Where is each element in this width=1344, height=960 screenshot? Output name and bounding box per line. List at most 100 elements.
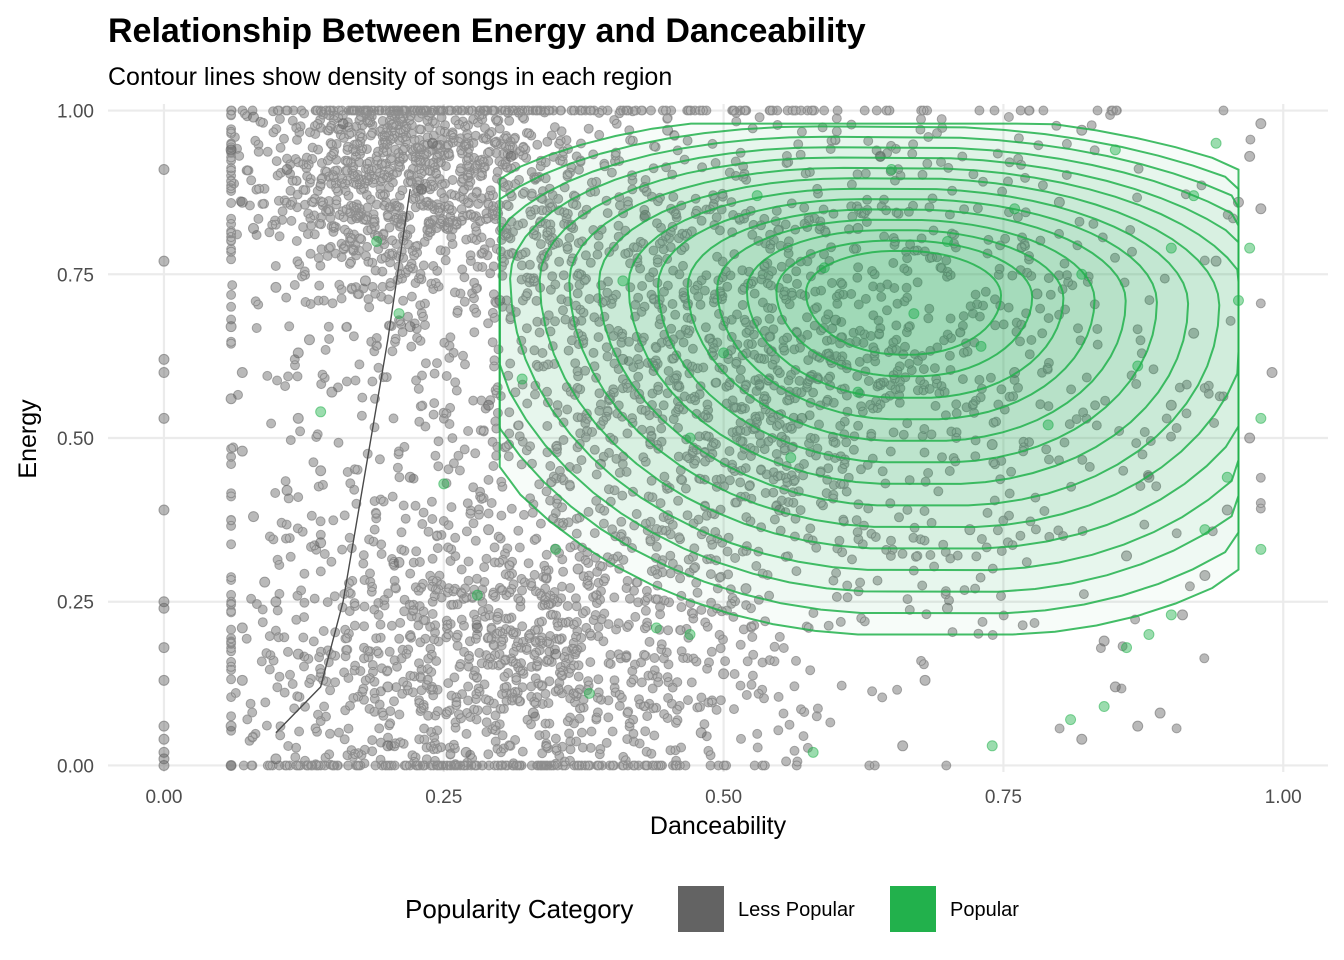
less-popular-point [404,321,416,333]
less-popular-point [236,196,248,208]
less-popular-point [415,183,427,195]
legend-title: Popularity Category [405,894,633,924]
popular-contour-line [775,239,1034,378]
less-popular-point [393,556,405,568]
less-popular-point [527,707,539,719]
legend-swatch-less-popular [678,886,724,932]
less-popular-point [158,163,170,175]
less-popular-point [1210,255,1222,267]
legend-label-less-popular: Less Popular [738,899,855,921]
less-popular-point [236,445,248,457]
less-popular-point [315,537,327,549]
popular-point [1165,609,1177,621]
x-tick-label: 0.75 [985,787,1022,808]
popular-point [1210,137,1222,149]
less-popular-point [1255,203,1267,215]
less-popular-point [281,163,293,175]
less-popular-point [337,118,349,130]
y-tick-label: 0.75 [57,265,94,286]
popular-contour-line [509,146,1240,572]
legend-label-popular: Popular [950,899,1019,921]
chart-subtitle: Contour lines show density of songs in e… [108,63,672,91]
less-popular-point [236,367,248,379]
less-popular-point [1076,733,1088,745]
popular-point [315,406,327,418]
less-popular-point [1244,150,1256,162]
less-popular-point [158,720,170,732]
popular-point [371,236,383,248]
popular-contour-line [597,177,1221,507]
x-tick-label: 1.00 [1265,787,1302,808]
popular-point [583,687,595,699]
less-popular-point [158,733,170,745]
less-popular-point [404,471,416,483]
less-popular-point [1121,550,1133,562]
less-popular-density-contours [275,189,411,734]
y-tick-label: 0.25 [57,593,94,614]
less-popular-point [158,367,170,379]
less-popular-point [248,511,260,523]
axis-ticks: 0.00 0.25 0.50 0.75 1.00 0.00 0.25 0.50 0.75 1.00 [57,102,1302,808]
less-popular-point [382,740,394,752]
popular-point [1065,714,1077,726]
popular-point [617,275,629,287]
less-popular-point [292,412,304,424]
popular-point [986,740,998,752]
less-popular-point [740,583,752,595]
popular-point [1255,543,1267,555]
less-popular-point [382,681,394,693]
x-tick-label: 0.25 [425,787,462,808]
less-popular-point [248,222,260,234]
less-popular-point [270,596,282,608]
scatter-points [158,111,1278,771]
y-tick-label: 0.00 [57,756,94,777]
less-popular-point [158,746,170,758]
less-popular-point [1221,504,1233,516]
less-popular-point [471,622,483,634]
x-tick-label: 0.00 [145,787,182,808]
popular-point [438,478,450,490]
less-popular-point [225,720,237,732]
less-popular-point [483,399,495,411]
y-tick-label: 1.00 [57,102,94,123]
less-popular-point [158,596,170,608]
popular-contour-line [498,135,1240,593]
less-popular-point [158,504,170,516]
less-popular-point [236,674,248,686]
less-popular-point [158,353,170,365]
popular-contour-line [716,218,1096,421]
popular-point [684,628,696,640]
less-popular-point [460,746,472,758]
chart-title: Relationship Between Energy and Danceabi… [108,12,866,50]
popular-point [1042,419,1054,431]
popular-point [516,373,528,385]
less-popular-point [326,386,338,398]
less-popular-point [225,759,237,771]
less-popular-point [1266,367,1278,379]
popular-contour-line [804,249,1003,356]
popular-contour-line [568,166,1240,529]
less-popular-point [270,281,282,293]
less-popular-point [1188,327,1200,339]
less-popular-point [986,439,998,451]
less-popular-point [1098,635,1110,647]
less-popular-point [303,334,315,346]
less-popular-point [897,740,909,752]
y-tick-label: 0.50 [57,429,94,450]
less-popular-point [158,412,170,424]
legend: Popularity Category Less Popular Popular [405,886,1019,932]
popular-point [1255,412,1267,424]
less-popular-point [1176,609,1188,621]
less-popular-point [359,275,371,287]
less-popular-point [225,393,237,405]
less-popular-point [483,524,495,536]
x-tick-label: 0.50 [705,787,742,808]
popular-contour-line [745,229,1065,399]
popular-point [908,308,920,320]
less-popular-point [1165,399,1177,411]
less-popular-point [259,576,271,588]
less-popular-point [1199,570,1211,582]
popular-point [1121,642,1133,654]
less-popular-point [315,465,327,477]
